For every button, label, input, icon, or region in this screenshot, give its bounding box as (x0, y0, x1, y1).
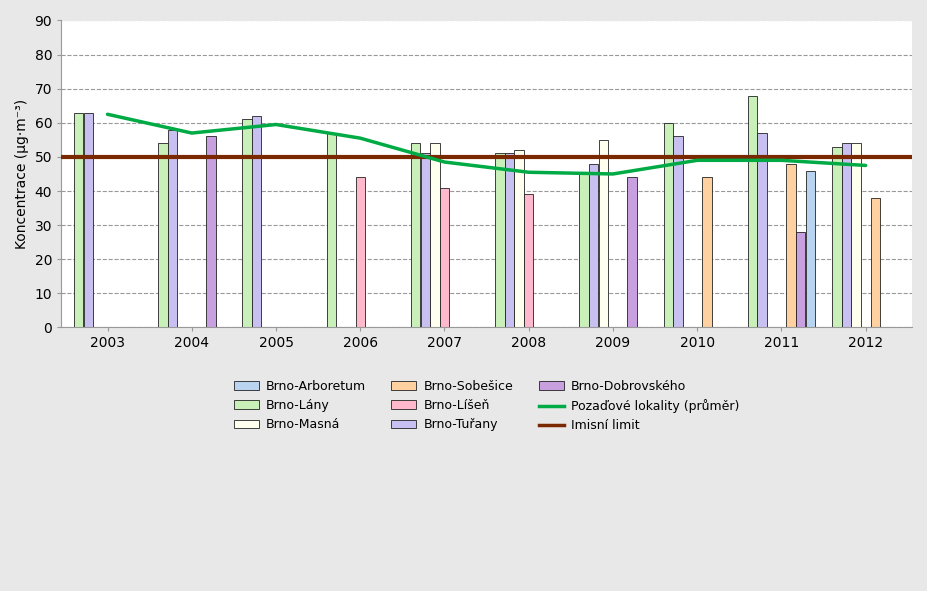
Bar (757, 133, 767, 327)
Bar (664, 123, 673, 327)
Bar (495, 154, 504, 327)
Bar (243, 119, 252, 327)
Bar (851, 143, 861, 327)
Bar (168, 129, 177, 327)
Legend: Brno-Arboretum, Brno-Lány, Brno-Masná, Brno-Sobešice, Brno-Líšeň, Brno-Tuřany, B: Brno-Arboretum, Brno-Lány, Brno-Masná, B… (227, 374, 745, 439)
Bar (514, 150, 524, 327)
Bar (74, 112, 83, 327)
Bar (842, 143, 851, 327)
Bar (579, 174, 589, 327)
Bar (786, 164, 795, 327)
Bar (411, 143, 420, 327)
Bar (702, 177, 712, 327)
Bar (83, 112, 93, 327)
Bar (159, 143, 168, 327)
Bar (326, 133, 337, 327)
Bar (832, 147, 842, 327)
Bar (421, 154, 430, 327)
Bar (870, 198, 880, 327)
Bar (207, 137, 216, 327)
Bar (504, 154, 514, 327)
Bar (252, 116, 261, 327)
Bar (599, 140, 608, 327)
Bar (524, 194, 533, 327)
Bar (439, 187, 450, 327)
Bar (673, 137, 682, 327)
Bar (748, 96, 757, 327)
Bar (796, 232, 806, 327)
Bar (589, 164, 599, 327)
Bar (356, 177, 365, 327)
Bar (806, 171, 815, 327)
Bar (430, 143, 439, 327)
Y-axis label: Koncentrace (µg·m⁻³): Koncentrace (µg·m⁻³) (15, 99, 29, 249)
Bar (628, 177, 637, 327)
